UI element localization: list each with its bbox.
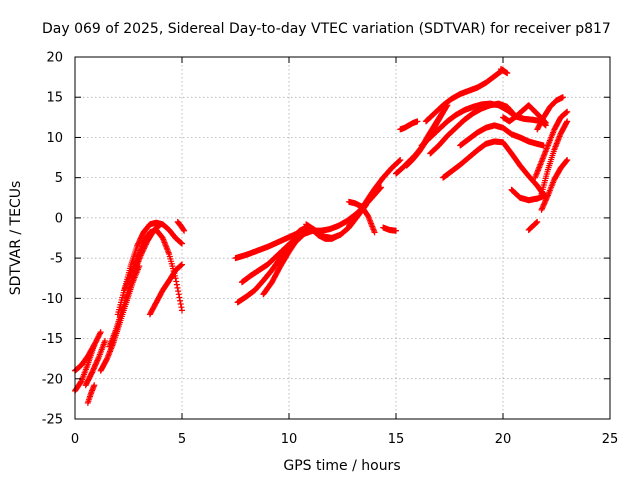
series-track — [532, 108, 571, 181]
x-axis-label: GPS time / hours — [283, 458, 400, 474]
data-point — [377, 185, 384, 192]
series-track — [72, 341, 98, 394]
y-tick-label: 10 — [46, 131, 63, 146]
data-point — [175, 288, 182, 295]
data-point — [172, 275, 179, 282]
axis-ticks: 0 5 10 15 20 25 20 15 10 5 0 -5 -10 -15 -20 -25 — [42, 51, 619, 448]
y-tick-label: -15 — [42, 332, 63, 347]
series-track — [345, 156, 404, 229]
series-track — [427, 100, 519, 157]
x-tick-label: 20 — [495, 432, 512, 447]
series-track — [525, 218, 541, 233]
series-track — [534, 94, 566, 133]
data-point — [393, 227, 399, 234]
series-track — [106, 221, 164, 350]
series-track — [440, 138, 549, 201]
data-point — [542, 119, 549, 126]
series-track — [538, 156, 571, 213]
data-point — [179, 307, 185, 314]
series-track — [457, 122, 547, 149]
data-point — [564, 156, 571, 163]
data-point — [559, 94, 566, 101]
series-track — [397, 118, 421, 133]
x-tick-label: 5 — [178, 432, 186, 447]
chart-title: Day 069 of 2025, Sidereal Day-to-day VTE… — [42, 21, 611, 37]
data-point — [177, 300, 184, 307]
series-track — [82, 337, 108, 389]
data-point — [91, 382, 98, 389]
series-track — [538, 118, 571, 197]
plot-frame — [74, 56, 611, 420]
data-point — [378, 184, 385, 191]
series-track — [345, 198, 378, 236]
data-point — [180, 226, 187, 233]
data-point — [178, 304, 185, 311]
data-point — [564, 108, 571, 115]
x-tick-label: 25 — [602, 432, 619, 447]
series-track — [238, 237, 297, 286]
data-point — [534, 218, 541, 225]
grid — [75, 57, 610, 419]
x-tick-label: 0 — [71, 432, 79, 447]
y-tick-label: 15 — [46, 91, 63, 106]
x-tick-label: 10 — [281, 432, 298, 447]
series-track — [303, 202, 370, 241]
data-point — [181, 227, 188, 234]
series-track — [403, 105, 449, 169]
data-point — [173, 281, 180, 288]
data-point — [371, 229, 378, 236]
y-tick-label: -10 — [42, 292, 63, 307]
data-point — [91, 341, 98, 348]
y-tick-label: -5 — [50, 252, 63, 267]
data-point — [179, 261, 185, 268]
data-point — [175, 291, 182, 298]
series-track — [146, 261, 185, 318]
data-point — [504, 70, 511, 77]
data-point — [179, 240, 185, 247]
y-tick-label: 20 — [46, 51, 63, 66]
x-tick-label: 15 — [388, 432, 405, 447]
data-point — [564, 118, 571, 125]
data-point — [177, 297, 184, 304]
series-track — [174, 218, 188, 234]
series-track — [500, 102, 549, 126]
series-track — [84, 382, 98, 406]
data-point — [97, 329, 104, 336]
y-tick-label: -20 — [42, 372, 63, 387]
data-points — [72, 66, 571, 406]
data-point — [397, 156, 404, 163]
data-point — [176, 294, 183, 301]
data-point — [173, 278, 180, 285]
series-track — [121, 226, 185, 314]
y-axis-label: SDTVAR / TECUs — [8, 181, 24, 296]
y-tick-label: -25 — [42, 413, 63, 428]
series-track — [380, 224, 399, 234]
y-tick-label: 0 — [55, 211, 63, 226]
data-point — [101, 337, 108, 344]
y-tick-label: 5 — [55, 171, 63, 186]
data-point — [174, 284, 181, 291]
series-track — [422, 66, 506, 125]
data-point — [414, 118, 421, 125]
data-point — [97, 330, 104, 337]
data-point — [77, 379, 84, 386]
series-track — [497, 66, 511, 77]
